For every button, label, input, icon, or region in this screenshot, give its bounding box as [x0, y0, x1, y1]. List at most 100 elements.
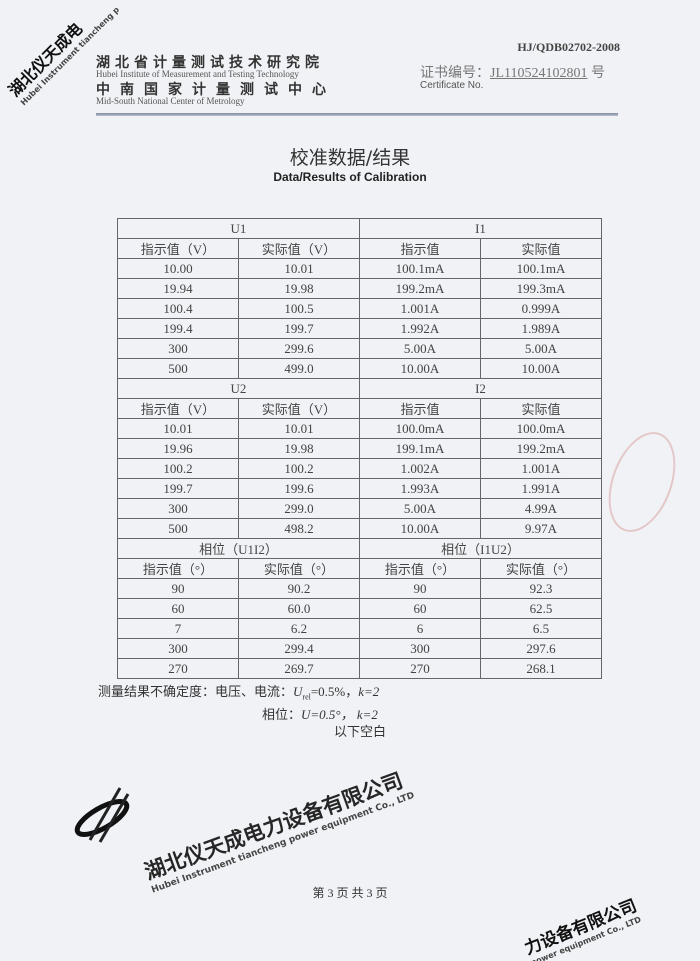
- table-cell: 5.00A: [359, 338, 481, 359]
- table-cell: 270: [359, 658, 481, 679]
- cert-label: 证书编号：: [420, 66, 490, 81]
- table-cell: 10.01: [238, 418, 360, 439]
- column-header-row: 指示值（V） 实际值（V） 指示值 实际值: [117, 238, 602, 259]
- table-cell: 6.2: [238, 618, 360, 639]
- cert-no: JL110524102801: [490, 66, 588, 81]
- section-header: 相位（U1I2）: [117, 538, 360, 559]
- stamp-text: 湖北仪天成电力设备有限公司: [141, 768, 407, 885]
- table-cell: 10.00A: [480, 358, 602, 379]
- table-cell: 300: [117, 498, 239, 519]
- table-cell: 19.98: [238, 278, 360, 299]
- institute-name-en: Hubei Institute of Measurement and Testi…: [96, 69, 299, 79]
- table-cell: 100.1mA: [359, 258, 481, 279]
- table-cell: 1.992A: [359, 318, 481, 339]
- table-cell: 100.0mA: [480, 418, 602, 439]
- k-factor: k=2: [356, 706, 378, 722]
- table-cell: 90: [359, 578, 481, 599]
- table-row: 270 269.7 270 268.1: [117, 658, 602, 679]
- table-cell: 62.5: [480, 598, 602, 619]
- column-header: 实际值: [480, 398, 602, 419]
- table-cell: 5.00A: [359, 498, 481, 519]
- table-cell: 270: [117, 658, 239, 679]
- page-title: 校准数据/结果: [289, 147, 411, 169]
- table-row: 300 299.0 5.00A 4.99A: [117, 498, 602, 519]
- table-cell: 9.97A: [480, 518, 602, 539]
- column-header: 实际值: [480, 238, 602, 259]
- table-cell: 500: [117, 358, 239, 379]
- calibration-table: U1 I1 指示值（V） 实际值（V） 指示值 实际值 10.00 10.01 100.1mA 1…: [117, 218, 602, 679]
- table-cell: 498.2: [238, 518, 360, 539]
- table-row: 199.4 199.7 1.992A 1.989A: [117, 318, 602, 339]
- table-cell: 199.7: [238, 318, 360, 339]
- note-value: U=0.5°，: [301, 706, 354, 722]
- column-header: 指示值: [359, 238, 481, 259]
- section-header: I2: [359, 378, 602, 399]
- table-cell: 297.6: [480, 638, 602, 659]
- section-header-row: U2 I2: [117, 378, 602, 399]
- bottom-stamp: 力设备有限公司 power equipment Co., LTD: [520, 891, 643, 961]
- blank-below-note: 以下空白: [334, 723, 387, 739]
- table-cell: 60: [117, 598, 239, 619]
- table-row: 300 299.6 5.00A 5.00A: [117, 338, 602, 359]
- table-cell: 10.00A: [359, 518, 481, 539]
- column-header: 实际值（°）: [480, 558, 602, 579]
- table-cell: 300: [117, 338, 239, 359]
- table-cell: 1.991A: [480, 478, 602, 499]
- table-cell: 199.1mA: [359, 438, 481, 459]
- table-row: 500 499.0 10.00A 10.00A: [117, 358, 602, 379]
- company-logo-icon: [74, 787, 130, 843]
- page-subtitle: Data/Results of Calibration: [273, 170, 427, 184]
- column-header: 实际值（V）: [238, 398, 360, 419]
- table-cell: 10.00A: [359, 358, 481, 379]
- column-header: 指示值: [359, 398, 481, 419]
- table-row: 10.00 10.01 100.1mA 100.1mA: [117, 258, 602, 279]
- section-header-row: 相位（U1I2） 相位（I1U2）: [117, 538, 602, 559]
- table-cell: 0.999A: [480, 298, 602, 319]
- table-cell: 19.98: [238, 438, 360, 459]
- section-header: I1: [359, 218, 602, 239]
- table-cell: 100.5: [238, 298, 360, 319]
- table-cell: 60: [359, 598, 481, 619]
- page-number: 第 3 页 共 3 页: [312, 886, 388, 900]
- table-cell: 1.002A: [359, 458, 481, 479]
- section-header: 相位（I1U2）: [359, 538, 602, 559]
- table-row: 199.7 199.6 1.993A 1.991A: [117, 478, 602, 499]
- table-cell: 10.00: [117, 258, 239, 279]
- table-cell: 90: [117, 578, 239, 599]
- column-header: 指示值（V）: [117, 238, 239, 259]
- column-header: 指示值（°）: [117, 558, 239, 579]
- center-name-cn: 中南国家计量测试中心: [96, 82, 336, 98]
- column-header-row: 指示值（V） 实际值（V） 指示值 实际值: [117, 398, 602, 419]
- table-row: 500 498.2 10.00A 9.97A: [117, 518, 602, 539]
- column-header-row: 指示值（°） 实际值（°） 指示值（°） 实际值（°）: [117, 558, 602, 579]
- note-text: 测量结果不确定度：电压、电流：: [98, 684, 294, 699]
- table-cell: 92.3: [480, 578, 602, 599]
- table-cell: 1.001A: [359, 298, 481, 319]
- institute-name-cn: 湖北省计量测试技术研究院: [96, 55, 324, 71]
- table-cell: 1.989A: [480, 318, 602, 339]
- note-value: =0.5%，: [310, 684, 359, 699]
- table-cell: 100.2: [117, 458, 239, 479]
- note-line-1: 测量结果不确定度：电压、电流：Urel=0.5%，k=2: [98, 683, 386, 706]
- table-cell: 299.0: [238, 498, 360, 519]
- table-cell: 269.7: [238, 658, 360, 679]
- table-cell: 6: [359, 618, 481, 639]
- column-header: 指示值（°）: [359, 558, 481, 579]
- table-cell: 10.01: [117, 418, 239, 439]
- column-header: 指示值（V）: [117, 398, 239, 419]
- note-line-2: 相位：U=0.5°， k=2: [98, 706, 386, 723]
- section-header: U1: [117, 218, 360, 239]
- table-row: 100.4 100.5 1.001A 0.999A: [117, 298, 602, 319]
- table-row: 300 299.4 300 297.6: [117, 638, 602, 659]
- table-cell: 199.4: [117, 318, 239, 339]
- k-factor: k=2: [358, 684, 380, 699]
- section-header: U2: [117, 378, 360, 399]
- table-row: 100.2 100.2 1.002A 1.001A: [117, 458, 602, 479]
- table-cell: 100.0mA: [359, 418, 481, 439]
- uncertainty-notes: 测量结果不确定度：电压、电流：Urel=0.5%，k=2 相位：U=0.5°， …: [98, 683, 386, 740]
- table-cell: 6.5: [480, 618, 602, 639]
- table-row: 10.01 10.01 100.0mA 100.0mA: [117, 418, 602, 439]
- table-cell: 199.2mA: [480, 438, 602, 459]
- table-cell: 4.99A: [480, 498, 602, 519]
